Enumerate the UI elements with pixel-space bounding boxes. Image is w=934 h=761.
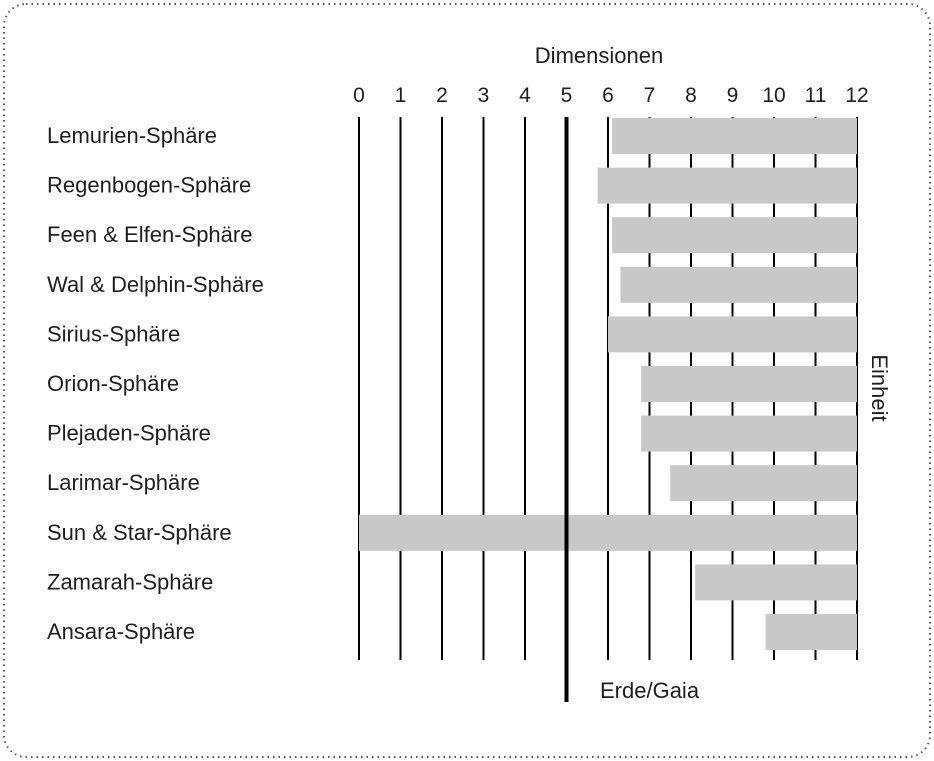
bar-1 [597, 167, 857, 204]
category-label-7: Larimar-Sphäre [47, 470, 200, 495]
category-label-2: Feen & Elfen-Sphäre [47, 222, 252, 247]
category-label-6: Plejaden-Sphäre [47, 421, 211, 446]
category-label-9: Zamarah-Sphäre [47, 569, 213, 594]
x-tick-label-8: 8 [685, 84, 697, 107]
bar-0 [612, 118, 857, 154]
x-tick-label-4: 4 [519, 84, 531, 107]
category-label-1: Regenbogen-Sphäre [47, 173, 251, 198]
x-tick-label-12: 12 [845, 84, 868, 107]
category-label-3: Wal & Delphin-Sphäre [47, 272, 264, 297]
bar-4 [608, 316, 857, 353]
category-label-0: Lemurien-Sphäre [47, 123, 217, 148]
earth-marker-label: Erde/Gaia [600, 678, 700, 703]
right-axis-label: Einheit [867, 354, 892, 421]
bar-9 [695, 564, 857, 601]
x-tick-label-10: 10 [762, 84, 785, 107]
bar-2 [612, 217, 857, 254]
bar-3 [620, 266, 857, 303]
x-tick-label-0: 0 [353, 84, 365, 107]
bar-6 [641, 415, 857, 452]
category-label-10: Ansara-Sphäre [47, 619, 195, 644]
x-tick-label-6: 6 [602, 84, 614, 107]
bar-5 [641, 366, 857, 402]
x-tick-label-1: 1 [395, 84, 407, 107]
bars [359, 118, 857, 650]
bar-7 [670, 465, 857, 502]
category-label-5: Orion-Sphäre [47, 371, 179, 396]
category-label-4: Sirius-Sphäre [47, 321, 180, 346]
x-tick-label-7: 7 [644, 84, 656, 107]
x-axis-title: Dimensionen [535, 43, 663, 68]
x-tick-label-5: 5 [561, 84, 573, 107]
bar-8 [359, 514, 857, 551]
bar-10 [765, 614, 857, 650]
category-label-8: Sun & Star-Sphäre [47, 520, 232, 545]
x-tick-label-3: 3 [478, 84, 490, 107]
x-tick-label-2: 2 [436, 84, 448, 107]
dotted-frame [3, 3, 931, 758]
x-tick-labels: 0 1 2 3 4 5 6 7 8 9 10 11 12 [353, 84, 869, 107]
x-tick-label-11: 11 [805, 84, 827, 107]
x-tick-label-9: 9 [727, 84, 739, 107]
category-labels: Lemurien-Sphäre Regenbogen-Sphäre Feen & E… [47, 123, 264, 644]
